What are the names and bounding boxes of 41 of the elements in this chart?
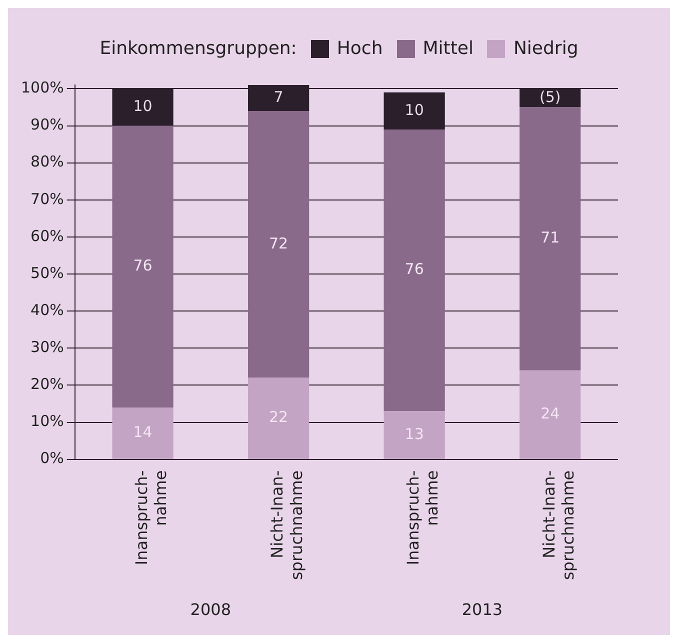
data-label: 7 xyxy=(274,88,284,106)
y-tick-label: 90% xyxy=(30,116,64,134)
data-label: 71 xyxy=(540,228,560,247)
y-tick-label: 50% xyxy=(30,264,64,282)
y-tick-label: 80% xyxy=(30,152,64,171)
y-tick-label: 20% xyxy=(30,375,64,394)
data-label: 24 xyxy=(540,404,560,422)
bar xyxy=(248,378,310,459)
data-label: 76 xyxy=(133,256,152,274)
data-label: 76 xyxy=(404,260,424,278)
y-tick-label: 70% xyxy=(30,190,64,208)
y-tick-label: 0% xyxy=(40,449,64,468)
x-tick-label: Inanspruch- nahme xyxy=(132,470,170,566)
y-tick-label: 60% xyxy=(30,226,64,245)
legend-label: Mittel xyxy=(422,38,474,59)
bar xyxy=(112,126,174,408)
y-tick-label: 10% xyxy=(30,412,64,430)
bar xyxy=(248,110,310,378)
data-label: 10 xyxy=(133,97,152,116)
data-label: (5) xyxy=(539,88,561,106)
bar xyxy=(112,407,174,459)
legend-label: Hoch xyxy=(336,38,383,59)
x-tick-label: Inanspruch- nahme xyxy=(403,470,442,566)
y-tick-label: 100% xyxy=(20,78,64,97)
bar xyxy=(520,370,581,459)
data-label: 72 xyxy=(269,234,288,252)
data-label: 14 xyxy=(133,423,152,442)
text: 2013 xyxy=(462,600,503,620)
x-tick-label: Nicht-Inan- spruchnahme xyxy=(268,470,306,580)
x-tick-label: Nicht-Inan- spruchnahme xyxy=(539,470,578,580)
bar xyxy=(384,411,445,459)
bar xyxy=(520,107,581,370)
y-tick-label: 30% xyxy=(30,338,64,356)
legend-title: Einkommensgruppen: xyxy=(100,38,297,59)
data-label: 10 xyxy=(404,100,424,119)
y-tick-label: 40% xyxy=(30,300,64,319)
data-label: 22 xyxy=(269,408,288,426)
bar xyxy=(384,129,445,412)
text: 2008 xyxy=(190,600,232,620)
data-label: 13 xyxy=(404,424,424,443)
legend-label: Niedrig xyxy=(513,38,578,59)
